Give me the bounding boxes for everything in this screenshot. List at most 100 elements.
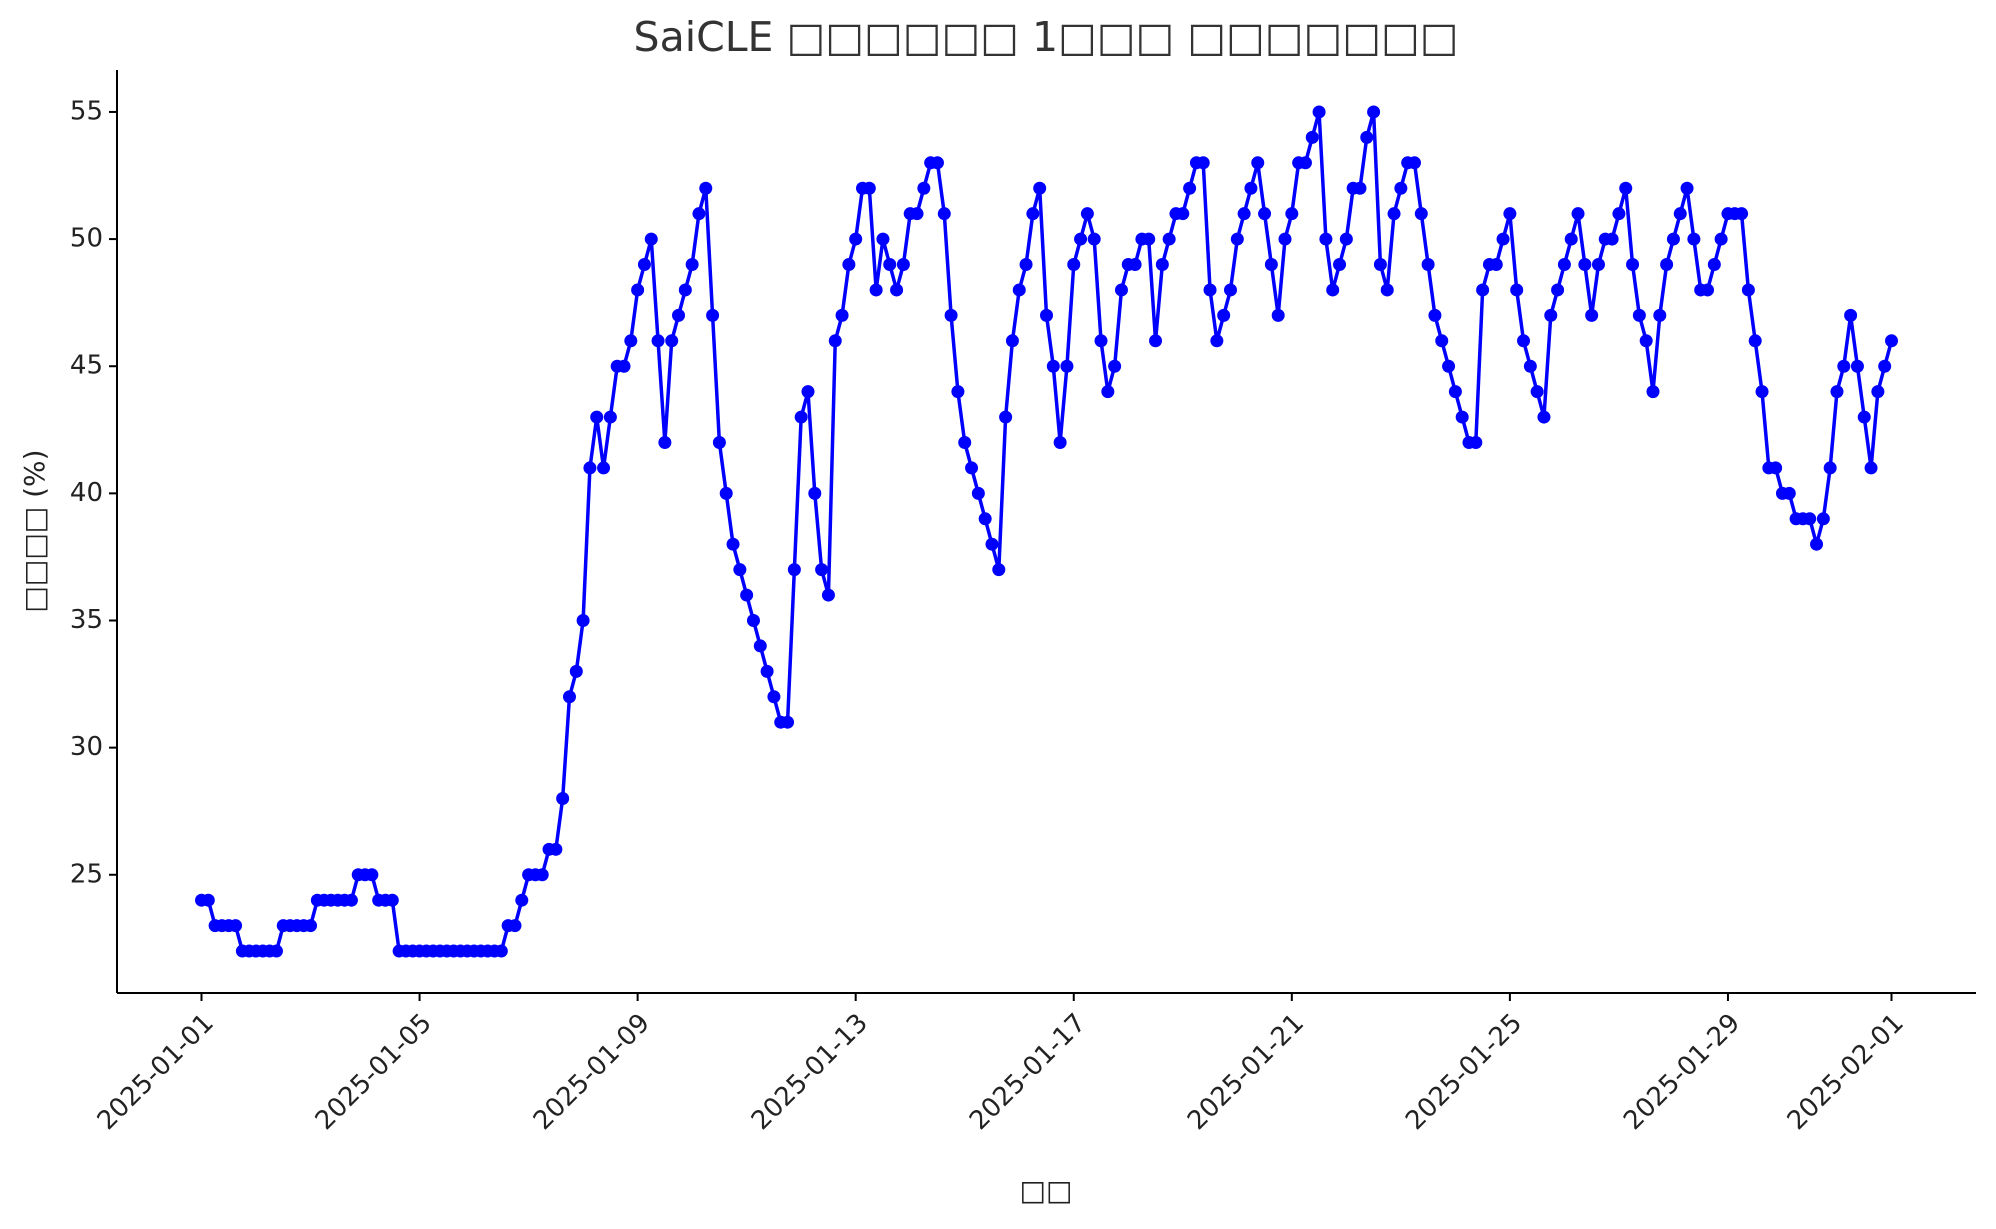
data-point (672, 308, 686, 322)
data-point (597, 461, 611, 475)
data-point (1823, 461, 1837, 475)
data-point (1660, 258, 1674, 272)
data-point (1885, 334, 1898, 348)
data-point (890, 283, 904, 297)
data-point (1067, 258, 1081, 272)
data-point (1033, 181, 1047, 195)
data-point (1114, 283, 1128, 297)
data-point (1741, 283, 1755, 297)
data-point (1237, 207, 1251, 221)
data-point (958, 436, 972, 450)
data-point (978, 512, 992, 526)
x-tick-label: 2025-01-25 (1400, 1008, 1528, 1136)
x-axis-label: □□ (1020, 1174, 1073, 1207)
data-point (999, 410, 1013, 424)
data-point (815, 563, 829, 577)
data-point (508, 919, 522, 933)
data-point (1850, 359, 1864, 373)
data-point (1108, 359, 1122, 373)
data-point (1142, 232, 1156, 246)
data-point (1305, 130, 1319, 144)
data-point (1012, 283, 1026, 297)
data-point (910, 207, 924, 221)
data-point (1591, 258, 1605, 272)
data-point (971, 486, 985, 500)
data-point (1496, 232, 1510, 246)
data-point (1094, 334, 1108, 348)
data-point (562, 690, 576, 704)
data-point (1435, 334, 1449, 348)
data-point (1387, 207, 1401, 221)
data-point (1755, 385, 1769, 399)
y-tick-label: 30 (70, 732, 103, 762)
data-point (1810, 537, 1824, 551)
data-point (535, 868, 549, 882)
data-point (1557, 258, 1571, 272)
data-point (1844, 308, 1858, 322)
data-point (1210, 334, 1224, 348)
data-point (1837, 359, 1851, 373)
data-point (944, 308, 958, 322)
data-point (876, 232, 890, 246)
data-point (699, 181, 713, 195)
data-point (590, 410, 604, 424)
data-point (787, 563, 801, 577)
data-point (269, 944, 283, 958)
data-point (1339, 232, 1353, 246)
data-point (1619, 181, 1633, 195)
data-point (1162, 232, 1176, 246)
data-point (1155, 258, 1169, 272)
data-point (644, 232, 658, 246)
data-point (746, 613, 760, 627)
data-point (1149, 334, 1163, 348)
data-point (869, 283, 883, 297)
data-point (849, 232, 863, 246)
data-point (985, 537, 999, 551)
data-point (515, 893, 529, 907)
data-point (1673, 207, 1687, 221)
data-point (603, 410, 617, 424)
x-tick-label: 2025-01-05 (310, 1008, 438, 1136)
data-point (1251, 156, 1265, 170)
data-point (937, 207, 951, 221)
data-point (1101, 385, 1115, 399)
data-point (808, 486, 822, 500)
data-point (304, 919, 318, 933)
data-point (1428, 308, 1442, 322)
data-point (1026, 207, 1040, 221)
data-point (1394, 181, 1408, 195)
data-point (1258, 207, 1272, 221)
data-point (617, 359, 631, 373)
data-point (1019, 258, 1033, 272)
data-point (1632, 308, 1646, 322)
data-point (1803, 512, 1817, 526)
data-point (1053, 436, 1067, 450)
data-point (1285, 207, 1299, 221)
data-point (1687, 232, 1701, 246)
data-point (1578, 258, 1592, 272)
data-point (1271, 308, 1285, 322)
data-point (1005, 334, 1019, 348)
chart-title: SaiCLE □□□□□□ 1□□□ □□□□□□□ (634, 13, 1459, 61)
data-point (1646, 385, 1660, 399)
data-point (1448, 385, 1462, 399)
data-point (1537, 410, 1551, 424)
data-point (733, 563, 747, 577)
data-point (1421, 258, 1435, 272)
x-tick-label: 2025-01-17 (964, 1008, 1092, 1136)
data-point (1040, 308, 1053, 322)
data-point (624, 334, 638, 348)
data-point (1612, 207, 1626, 221)
data-point (801, 385, 815, 399)
data-point (556, 791, 570, 805)
data-point (1701, 283, 1715, 297)
data-point (1503, 207, 1517, 221)
data-point (862, 181, 876, 195)
data-point (1074, 232, 1088, 246)
data-point (1605, 232, 1619, 246)
data-point (1680, 181, 1694, 195)
data-point (917, 181, 931, 195)
y-tick-label: 25 (70, 859, 103, 889)
data-point (1230, 232, 1244, 246)
data-point (1060, 359, 1074, 373)
